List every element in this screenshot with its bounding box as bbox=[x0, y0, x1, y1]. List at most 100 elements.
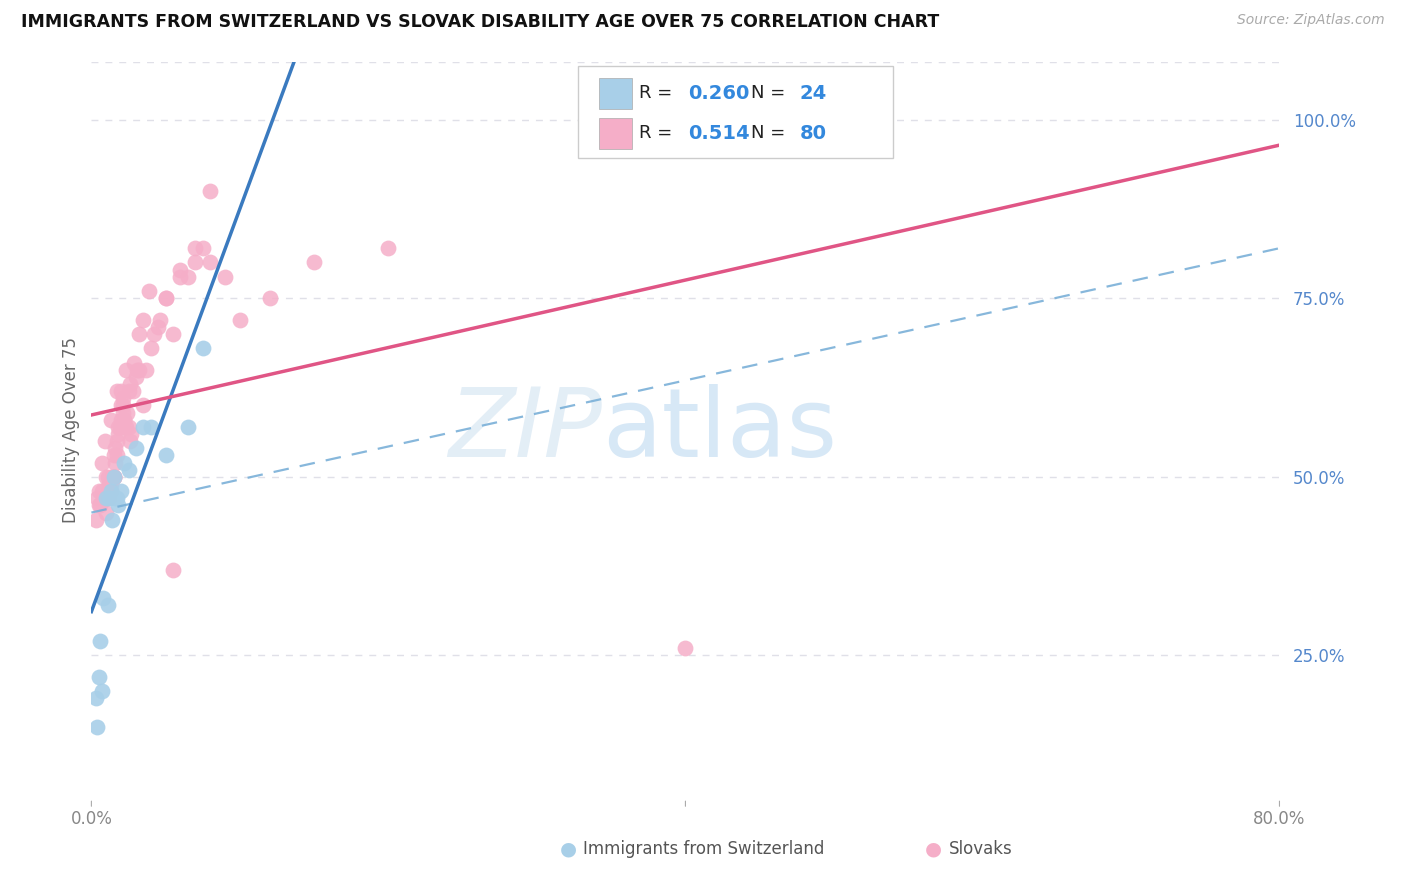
Point bbox=[118, 376, 141, 391]
Text: 0.514: 0.514 bbox=[688, 124, 749, 143]
Text: 0.260: 0.260 bbox=[688, 84, 749, 103]
Point bbox=[125, 442, 148, 456]
Point bbox=[110, 484, 132, 499]
Point bbox=[103, 449, 125, 463]
Point bbox=[117, 419, 139, 434]
Text: Slovaks: Slovaks bbox=[949, 840, 1012, 858]
Point bbox=[111, 405, 134, 419]
Point bbox=[169, 269, 191, 284]
Point bbox=[107, 427, 129, 442]
Point bbox=[191, 241, 214, 255]
Point bbox=[110, 412, 132, 426]
Point bbox=[111, 398, 134, 412]
Point bbox=[86, 720, 108, 734]
Point bbox=[90, 484, 112, 499]
Point bbox=[184, 241, 207, 255]
Point bbox=[104, 442, 127, 456]
Point bbox=[135, 362, 157, 376]
Point bbox=[98, 477, 121, 491]
Point bbox=[107, 419, 129, 434]
Point bbox=[107, 499, 129, 513]
Point bbox=[177, 419, 200, 434]
Point bbox=[155, 291, 177, 305]
Point bbox=[114, 362, 136, 376]
Point bbox=[98, 491, 121, 506]
Point bbox=[139, 419, 162, 434]
Text: ●: ● bbox=[925, 839, 942, 859]
Point bbox=[84, 513, 107, 527]
Point bbox=[110, 398, 132, 412]
Point bbox=[100, 412, 122, 426]
Point bbox=[125, 369, 148, 384]
Point bbox=[87, 499, 110, 513]
Point bbox=[128, 326, 150, 341]
Point bbox=[97, 484, 120, 499]
Point bbox=[90, 684, 112, 698]
Point bbox=[169, 262, 191, 277]
FancyBboxPatch shape bbox=[578, 66, 893, 158]
Point bbox=[259, 291, 281, 305]
Point bbox=[96, 470, 118, 484]
Point bbox=[89, 499, 111, 513]
Point bbox=[184, 255, 207, 269]
Point bbox=[105, 449, 128, 463]
Text: N =: N = bbox=[751, 85, 790, 103]
Point bbox=[118, 434, 141, 449]
Point bbox=[200, 184, 222, 198]
Point bbox=[124, 355, 146, 369]
Point bbox=[132, 312, 155, 326]
Point bbox=[132, 419, 155, 434]
Point bbox=[87, 670, 110, 684]
Point bbox=[86, 491, 108, 506]
Point bbox=[96, 491, 118, 506]
Point bbox=[149, 312, 172, 326]
Point bbox=[101, 470, 124, 484]
Point bbox=[89, 634, 111, 648]
Point bbox=[112, 412, 135, 426]
Text: ●: ● bbox=[560, 839, 576, 859]
Point bbox=[117, 463, 139, 477]
Y-axis label: Disability Age Over 75: Disability Age Over 75 bbox=[62, 337, 80, 524]
Point bbox=[96, 506, 118, 520]
Point bbox=[162, 563, 184, 577]
Point bbox=[229, 312, 252, 326]
Point bbox=[139, 341, 162, 355]
Point bbox=[105, 384, 128, 398]
Point bbox=[200, 255, 222, 269]
Text: R =: R = bbox=[640, 85, 678, 103]
Text: Source: ZipAtlas.com: Source: ZipAtlas.com bbox=[1237, 13, 1385, 28]
Point bbox=[377, 241, 399, 255]
Point bbox=[142, 326, 165, 341]
Point bbox=[108, 419, 131, 434]
Point bbox=[132, 398, 155, 412]
Point bbox=[103, 470, 125, 484]
Point bbox=[87, 484, 110, 499]
Text: N =: N = bbox=[751, 124, 790, 142]
Point bbox=[111, 391, 134, 405]
Point bbox=[101, 513, 124, 527]
Point bbox=[302, 255, 325, 269]
Point bbox=[155, 291, 177, 305]
Point bbox=[128, 362, 150, 376]
Point bbox=[98, 491, 121, 506]
Point bbox=[115, 405, 138, 419]
Point bbox=[104, 491, 127, 506]
Point bbox=[110, 384, 132, 398]
Text: R =: R = bbox=[640, 124, 678, 142]
Point bbox=[97, 491, 120, 506]
Point bbox=[94, 434, 117, 449]
Text: ZIP: ZIP bbox=[449, 384, 602, 477]
Text: IMMIGRANTS FROM SWITZERLAND VS SLOVAK DISABILITY AGE OVER 75 CORRELATION CHART: IMMIGRANTS FROM SWITZERLAND VS SLOVAK DI… bbox=[21, 13, 939, 31]
Point bbox=[162, 326, 184, 341]
Point bbox=[105, 434, 128, 449]
Point bbox=[112, 456, 135, 470]
Point bbox=[91, 491, 114, 506]
Point bbox=[117, 384, 139, 398]
Point bbox=[103, 470, 125, 484]
Point bbox=[103, 470, 125, 484]
Point bbox=[121, 427, 143, 442]
Point bbox=[100, 484, 122, 499]
Point bbox=[100, 484, 122, 499]
Point bbox=[673, 641, 696, 656]
Point bbox=[97, 599, 120, 613]
